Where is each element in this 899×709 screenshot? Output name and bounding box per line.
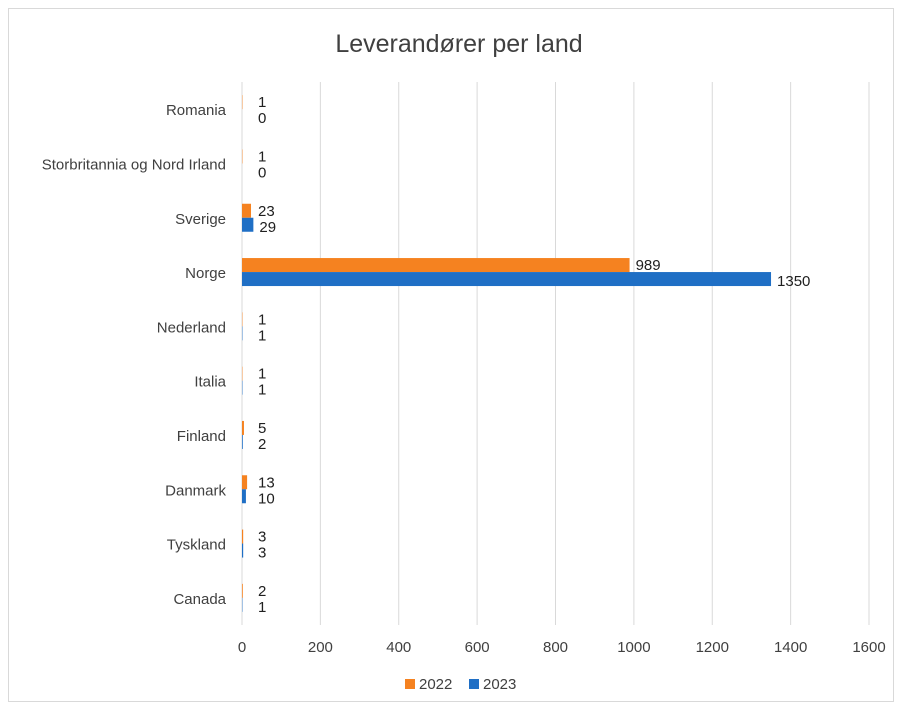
x-tick-label: 1600 xyxy=(852,639,885,656)
category-label: Italia xyxy=(194,374,226,391)
category-label: Tyskland xyxy=(167,537,226,554)
bar-2023-tyskland xyxy=(242,543,244,558)
x-tick-label: 1000 xyxy=(617,639,650,656)
data-label: 1 xyxy=(258,148,266,165)
chart-frame xyxy=(8,8,894,702)
chart-title: Leverandører per land xyxy=(335,30,582,58)
legend-swatch-2022 xyxy=(405,679,415,689)
bar-2023-norge xyxy=(242,272,772,287)
data-label: 989 xyxy=(636,257,661,274)
bar-2022-sverige xyxy=(242,203,252,218)
x-tick-label: 800 xyxy=(543,639,568,656)
legend: 2022 2023 xyxy=(405,676,516,693)
bar-2023-finland xyxy=(242,434,243,449)
legend-label-2023: 2023 xyxy=(483,676,516,693)
bar-2022-danmark xyxy=(242,475,248,490)
x-tick-label: 0 xyxy=(238,639,246,656)
bar-2022-tyskland xyxy=(242,529,244,544)
bar-2022-canada xyxy=(242,583,243,598)
category-label: Finland xyxy=(177,428,226,445)
category-label: Storbritannia og Nord Irland xyxy=(42,156,226,173)
gridlines xyxy=(241,82,870,625)
bars xyxy=(242,95,772,612)
category-label: Romania xyxy=(166,102,227,119)
data-label: 3 xyxy=(258,529,266,546)
legend-label-2022: 2022 xyxy=(419,676,452,693)
bar-2023-sverige xyxy=(242,217,254,232)
category-axis: Romania Storbritannia og Nord Irland Sveri… xyxy=(42,102,227,608)
bar-2023-danmark xyxy=(242,489,246,504)
data-label: 0 xyxy=(258,164,266,181)
value-axis: 0 200 400 600 800 1000 1200 1400 1600 xyxy=(238,639,886,656)
data-label: 0 xyxy=(258,110,266,127)
x-tick-label: 1400 xyxy=(774,639,807,656)
category-label: Sverige xyxy=(175,211,226,228)
data-label: 1 xyxy=(258,366,266,383)
data-label: 1 xyxy=(258,311,266,328)
data-label: 1 xyxy=(258,382,266,399)
x-tick-label: 200 xyxy=(308,639,333,656)
data-label: 1 xyxy=(258,327,266,344)
bar-2022-norge xyxy=(242,258,630,273)
data-label: 1 xyxy=(258,94,266,111)
data-label: 10 xyxy=(258,490,275,507)
category-label: Canada xyxy=(173,591,226,608)
x-tick-label: 400 xyxy=(386,639,411,656)
x-tick-label: 1200 xyxy=(696,639,729,656)
legend-swatch-2023 xyxy=(469,679,479,689)
category-label: Norge xyxy=(185,265,226,282)
data-label: 3 xyxy=(258,545,266,562)
category-label: Nederland xyxy=(157,319,226,336)
data-label: 1 xyxy=(258,599,266,616)
data-label: 23 xyxy=(258,203,275,220)
data-label: 2 xyxy=(258,436,266,453)
x-tick-label: 600 xyxy=(465,639,490,656)
data-label: 29 xyxy=(259,219,276,236)
category-label: Danmark xyxy=(165,482,226,499)
data-label: 13 xyxy=(258,474,275,491)
bar-2022-finland xyxy=(242,420,244,435)
data-label: 1350 xyxy=(777,273,810,290)
data-label: 2 xyxy=(258,583,266,600)
data-label: 5 xyxy=(258,420,266,437)
